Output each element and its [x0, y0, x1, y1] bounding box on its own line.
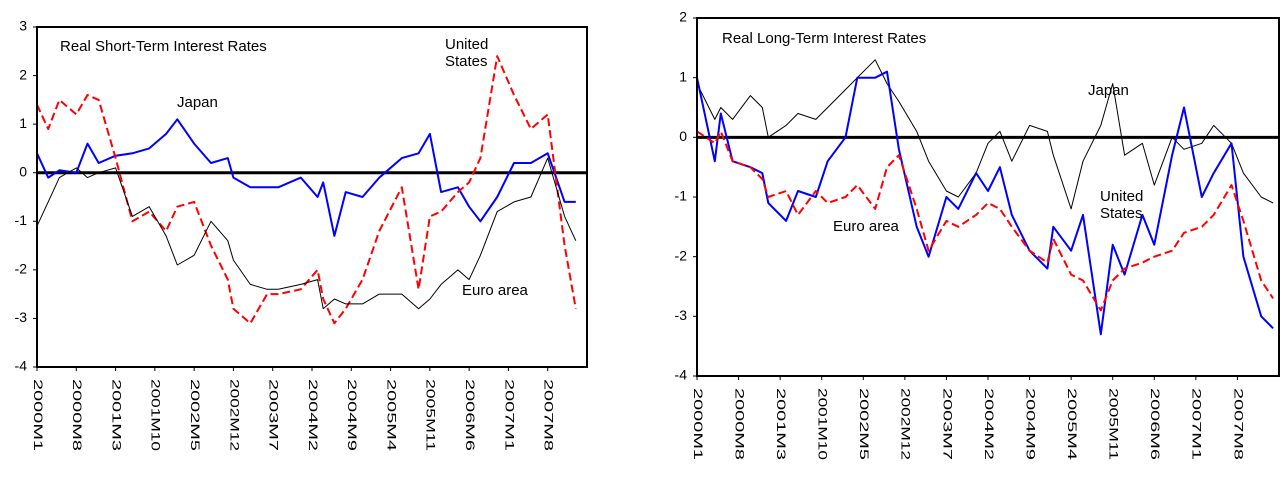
- chart-title: Real Short-Term Interest Rates: [60, 38, 267, 55]
- y-tick-label: 3: [19, 18, 27, 34]
- y-tick-label: 1: [679, 68, 687, 84]
- y-tick-label: 0: [19, 163, 27, 179]
- x-tick-label: 2003M7: [267, 379, 281, 452]
- series-label: United States: [1100, 188, 1144, 222]
- x-tick-label: 2006M6: [463, 379, 477, 452]
- plot-frame: [696, 17, 1280, 377]
- x-tick-label: 2005M11: [1107, 388, 1121, 460]
- x-tick-label: 2001M10: [816, 388, 830, 460]
- series-label: Japan: [177, 94, 218, 111]
- series-line: [36, 157, 577, 310]
- y-tick-label: -3: [675, 307, 688, 323]
- x-tick-label: 2007M8: [1231, 388, 1245, 461]
- x-tick-label: 2000M8: [70, 379, 84, 452]
- series-line: [696, 70, 1274, 336]
- x-tick-label: 2007M8: [542, 379, 556, 452]
- x-tick-label: 2000M1: [31, 379, 45, 452]
- x-tick-label: 2004M2: [306, 379, 320, 452]
- y-tick-label: -4: [675, 367, 688, 383]
- series-line: [36, 55, 577, 325]
- y-tick-label: 2: [19, 66, 27, 82]
- series-label: Euro area: [462, 282, 528, 299]
- series-label: Euro area: [833, 218, 899, 235]
- x-tick-label: 2004M2: [982, 388, 996, 461]
- y-tick-label: 0: [679, 128, 687, 144]
- x-tick-label: 2004M9: [345, 379, 359, 452]
- x-tick-label: 2002M12: [899, 388, 913, 460]
- y-tick-label: -1: [675, 188, 688, 204]
- x-tick-label: 2004M9: [1023, 388, 1037, 461]
- x-tick-label: 2002M5: [857, 388, 871, 461]
- series-line: [696, 130, 1274, 312]
- y-tick-label: -4: [15, 358, 28, 374]
- y-tick-label: -3: [15, 309, 28, 325]
- x-tick-label: 2002M12: [227, 379, 241, 451]
- y-tick-label: -2: [675, 247, 688, 263]
- x-tick-label: 2005M4: [1065, 388, 1079, 461]
- x-tick-label: 2007M1: [1190, 388, 1204, 461]
- series-line: [36, 118, 576, 237]
- x-tick-label: 2006M6: [1148, 388, 1162, 461]
- series-label: United States: [445, 36, 489, 70]
- y-tick-label: -2: [15, 261, 28, 277]
- y-tick-label: -1: [15, 212, 28, 228]
- x-tick-label: 2001M10: [149, 379, 163, 451]
- series-line: [696, 59, 1274, 210]
- series-label: Japan: [1088, 82, 1129, 99]
- plot-frame: [36, 26, 588, 368]
- x-tick-label: 2002M5: [188, 379, 202, 452]
- x-tick-label: 2000M8: [732, 388, 746, 461]
- x-tick-label: 2003M7: [940, 388, 954, 461]
- x-tick-label: 2007M1: [502, 379, 516, 452]
- y-tick-label: 2: [679, 9, 687, 25]
- x-tick-label: 2000M1: [691, 388, 705, 461]
- x-tick-label: 2005M11: [424, 379, 438, 451]
- x-tick-label: 2001M3: [774, 388, 788, 461]
- chart-title: Real Long-Term Interest Rates: [722, 30, 927, 47]
- x-tick-label: 2001M3: [109, 379, 123, 452]
- x-tick-label: 2005M4: [384, 379, 398, 452]
- y-tick-label: 1: [19, 115, 27, 131]
